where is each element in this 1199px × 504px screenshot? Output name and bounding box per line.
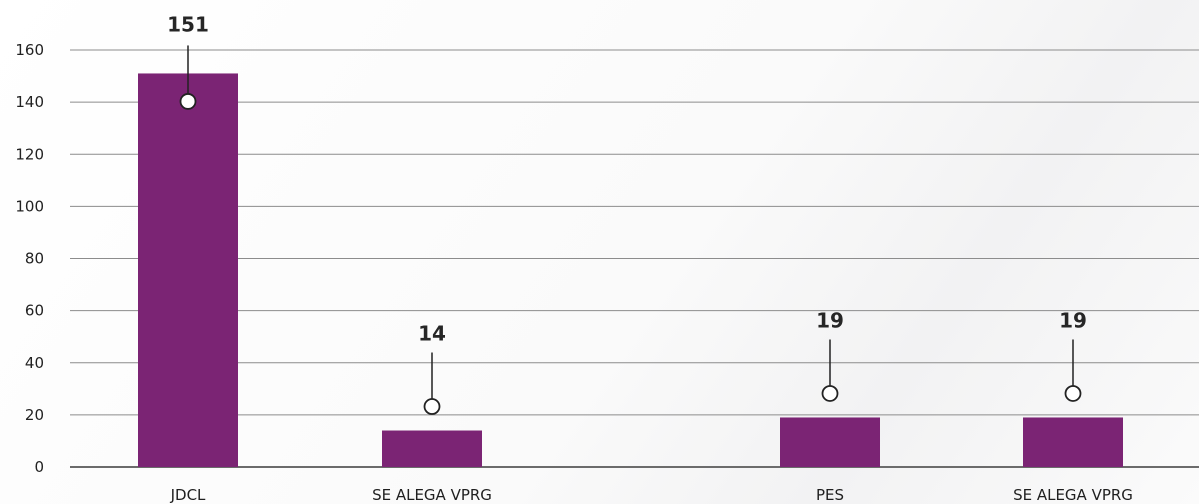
data-label: 151 xyxy=(167,12,209,36)
y-tick-label: 120 xyxy=(15,145,44,163)
bar xyxy=(138,73,238,468)
x-tick-label: PES xyxy=(816,486,844,504)
data-label-callouts: 151 14 19 19 xyxy=(167,12,1087,415)
y-tick-label: 100 xyxy=(15,197,44,215)
y-tick-label: 20 xyxy=(25,406,44,424)
y-tick-label: 60 xyxy=(25,302,44,320)
y-tick-label: 40 xyxy=(25,354,44,372)
y-axis-ticks: 0 20 40 60 80 100 120 140 160 xyxy=(15,41,44,476)
callout-marker xyxy=(423,398,441,415)
data-label: 19 xyxy=(816,308,844,332)
gridlines xyxy=(70,49,1199,468)
y-tick-label: 0 xyxy=(34,458,44,476)
data-label: 14 xyxy=(418,322,446,346)
callout-marker xyxy=(179,93,197,110)
bars xyxy=(138,73,1123,468)
bar xyxy=(382,430,482,467)
callout-marker xyxy=(1064,385,1082,402)
y-tick-label: 160 xyxy=(15,41,44,59)
callout-marker xyxy=(821,385,839,402)
x-tick-label: SE ALEGA VPRG xyxy=(372,486,492,504)
y-tick-label: 80 xyxy=(25,250,44,268)
bar xyxy=(780,417,880,467)
data-label: 19 xyxy=(1059,308,1087,332)
bar xyxy=(1023,417,1123,467)
x-axis-labels: JDCL SE ALEGA VPRG PES SE ALEGA VPRG xyxy=(170,486,1133,504)
x-tick-label: SE ALEGA VPRG xyxy=(1013,486,1133,504)
x-tick-label: JDCL xyxy=(170,486,206,504)
y-tick-label: 140 xyxy=(15,93,44,111)
